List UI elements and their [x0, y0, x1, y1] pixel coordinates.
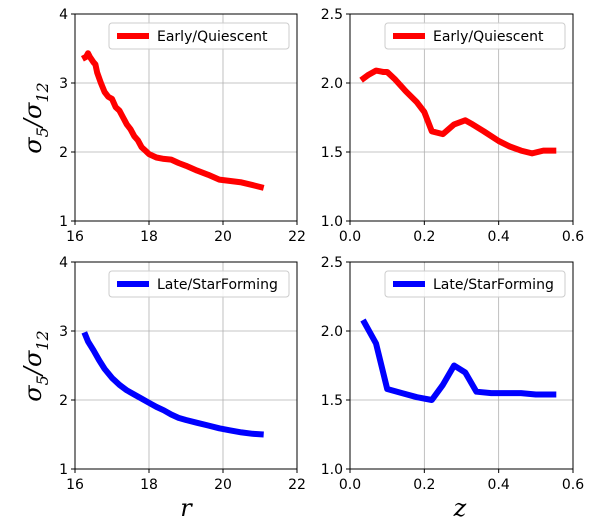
x-tick-label: 20 [214, 229, 232, 245]
ylabel-top-text: σ5/σ12 [19, 82, 53, 153]
ylabel-subscript: 12 [33, 82, 52, 102]
ylabel-part: /σ [19, 102, 47, 129]
panel-top-right: 0.0 0.2 0.4 0.6 1.0 1.5 2.0 2.5 Early/Quiescent [321, 7, 584, 245]
y-tick-label: 1 [59, 462, 68, 478]
x-tick-label: 22 [288, 477, 306, 493]
xlabel-r: r [180, 494, 193, 520]
x-tick-label: 20 [214, 477, 232, 493]
legend-label: Early/Quiescent [157, 29, 268, 45]
x-tick-label: 0.2 [413, 477, 435, 493]
x-tick-label: 0.0 [339, 477, 361, 493]
y-tick-label: 2.0 [321, 76, 343, 92]
y-tick-label: 3 [59, 324, 68, 340]
y-tick-label: 2.5 [321, 255, 343, 271]
ylabel-part: σ [19, 137, 47, 154]
legend-box [108, 270, 290, 298]
ylabel-part: σ [19, 385, 47, 402]
axes-frame [74, 13, 298, 222]
axes-frame [349, 13, 574, 222]
axes-frame [349, 261, 574, 470]
series-line [80, 50, 265, 191]
y-tick-label: 1.0 [321, 214, 343, 230]
x-tick-label: 0.6 [562, 477, 584, 493]
ylabel-top: σ5/σ12 [19, 82, 53, 153]
legend-box [384, 22, 566, 50]
y-tick-label: 2.5 [321, 7, 343, 23]
legend-box [108, 22, 290, 50]
legend-label: Late/StarForming [433, 277, 554, 293]
x-tick-label: 18 [140, 477, 158, 493]
y-tick-label: 1.0 [321, 462, 343, 478]
legend-label: Late/StarForming [157, 277, 278, 293]
x-tick-label: 18 [140, 229, 158, 245]
x-tick-label: 0.6 [562, 229, 584, 245]
x-tick-label: 0.4 [488, 477, 510, 493]
x-tick-label: 0.2 [413, 229, 435, 245]
legend-box [384, 270, 566, 298]
x-tick-label: 16 [66, 477, 84, 493]
panel-top-left: 16 18 20 22 1 2 3 4 Early/Quiescent [59, 7, 306, 245]
legend: Early/Quiescent [108, 22, 290, 50]
axes-frame [74, 261, 298, 470]
ylabel-part: /σ [19, 350, 47, 377]
x-tick-label: 16 [66, 229, 84, 245]
y-tick-label: 2 [59, 145, 68, 161]
legend: Late/StarForming [108, 270, 290, 298]
panel-bottom-left: 16 18 20 22 1 2 3 4 Late/StarForming [59, 255, 306, 493]
legend-label: Early/Quiescent [433, 29, 544, 45]
x-tick-label: 0.0 [339, 229, 361, 245]
xlabel-z: z [453, 494, 467, 520]
legend: Late/StarForming [384, 270, 566, 298]
ylabel-subscript: 5 [33, 375, 52, 385]
series-line [360, 318, 557, 403]
panel-bottom-right: 0.0 0.2 0.4 0.6 1.0 1.5 2.0 2.5 Late/StarForming [321, 255, 584, 493]
ylabel-subscript: 5 [33, 127, 52, 137]
y-tick-label: 4 [59, 255, 68, 271]
y-tick-label: 3 [59, 76, 68, 92]
x-tick-label: 0.4 [488, 229, 510, 245]
series-line [359, 67, 557, 157]
ylabel-subscript: 12 [33, 330, 52, 350]
x-tick-label: 22 [288, 229, 306, 245]
y-tick-label: 2 [59, 393, 68, 409]
ylabel-bottom-text: σ5/σ12 [19, 330, 53, 401]
panels-layer: 16 18 20 22 1 2 3 4 Early/Quiescent 0.0 0.2 0.4 0.6 1… [59, 7, 584, 493]
y-tick-label: 1 [59, 214, 68, 230]
ylabel-bottom: σ5/σ12 [19, 330, 53, 401]
y-tick-label: 4 [59, 7, 68, 23]
y-tick-label: 1.5 [321, 145, 343, 161]
y-tick-label: 1.5 [321, 393, 343, 409]
y-tick-label: 2.0 [321, 324, 343, 340]
legend: Early/Quiescent [384, 22, 566, 50]
series-line [81, 331, 264, 438]
